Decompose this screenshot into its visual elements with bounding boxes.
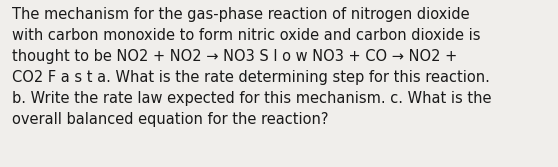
Text: The mechanism for the gas-phase reaction of nitrogen dioxide
with carbon monoxid: The mechanism for the gas-phase reaction…: [12, 7, 492, 127]
